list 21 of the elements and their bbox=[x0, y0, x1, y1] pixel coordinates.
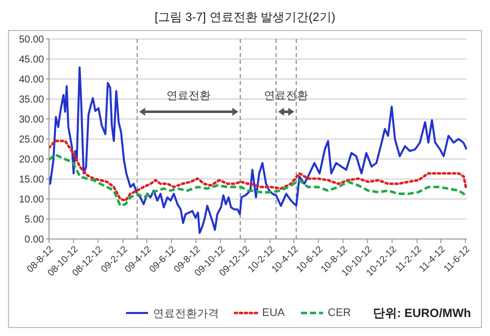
y-tick-label: 40.00 bbox=[18, 74, 44, 86]
y-tick-label: 5.00 bbox=[24, 214, 44, 226]
y-tick-label: 35.00 bbox=[18, 94, 44, 106]
ref-line-label: 연료전환 bbox=[166, 90, 211, 102]
legend-label: EUA bbox=[262, 307, 285, 319]
y-tick-label: 50.00 bbox=[18, 34, 44, 46]
y-tick-label: 10.00 bbox=[18, 194, 44, 206]
line-series bbox=[49, 153, 467, 208]
chart-title: [그림 3-7] 연료전환 발생기간(2기) bbox=[154, 9, 336, 26]
line-series bbox=[49, 140, 467, 202]
y-tick-label: 25.00 bbox=[18, 134, 44, 146]
y-tick-label: 30.00 bbox=[18, 114, 44, 126]
line-series bbox=[49, 66, 467, 234]
legend-label: 연료전환가격 bbox=[153, 306, 220, 320]
legend-label: CER bbox=[328, 307, 351, 319]
y-tick-label: 15.00 bbox=[18, 174, 44, 186]
y-tick-label: 45.00 bbox=[18, 54, 44, 66]
y-tick-label: 0.00 bbox=[24, 234, 44, 246]
y-tick-label: 20.00 bbox=[18, 154, 44, 166]
text: 단위: EURO/MWh bbox=[373, 304, 471, 322]
ref-line-label: 연료전환 bbox=[264, 90, 308, 102]
